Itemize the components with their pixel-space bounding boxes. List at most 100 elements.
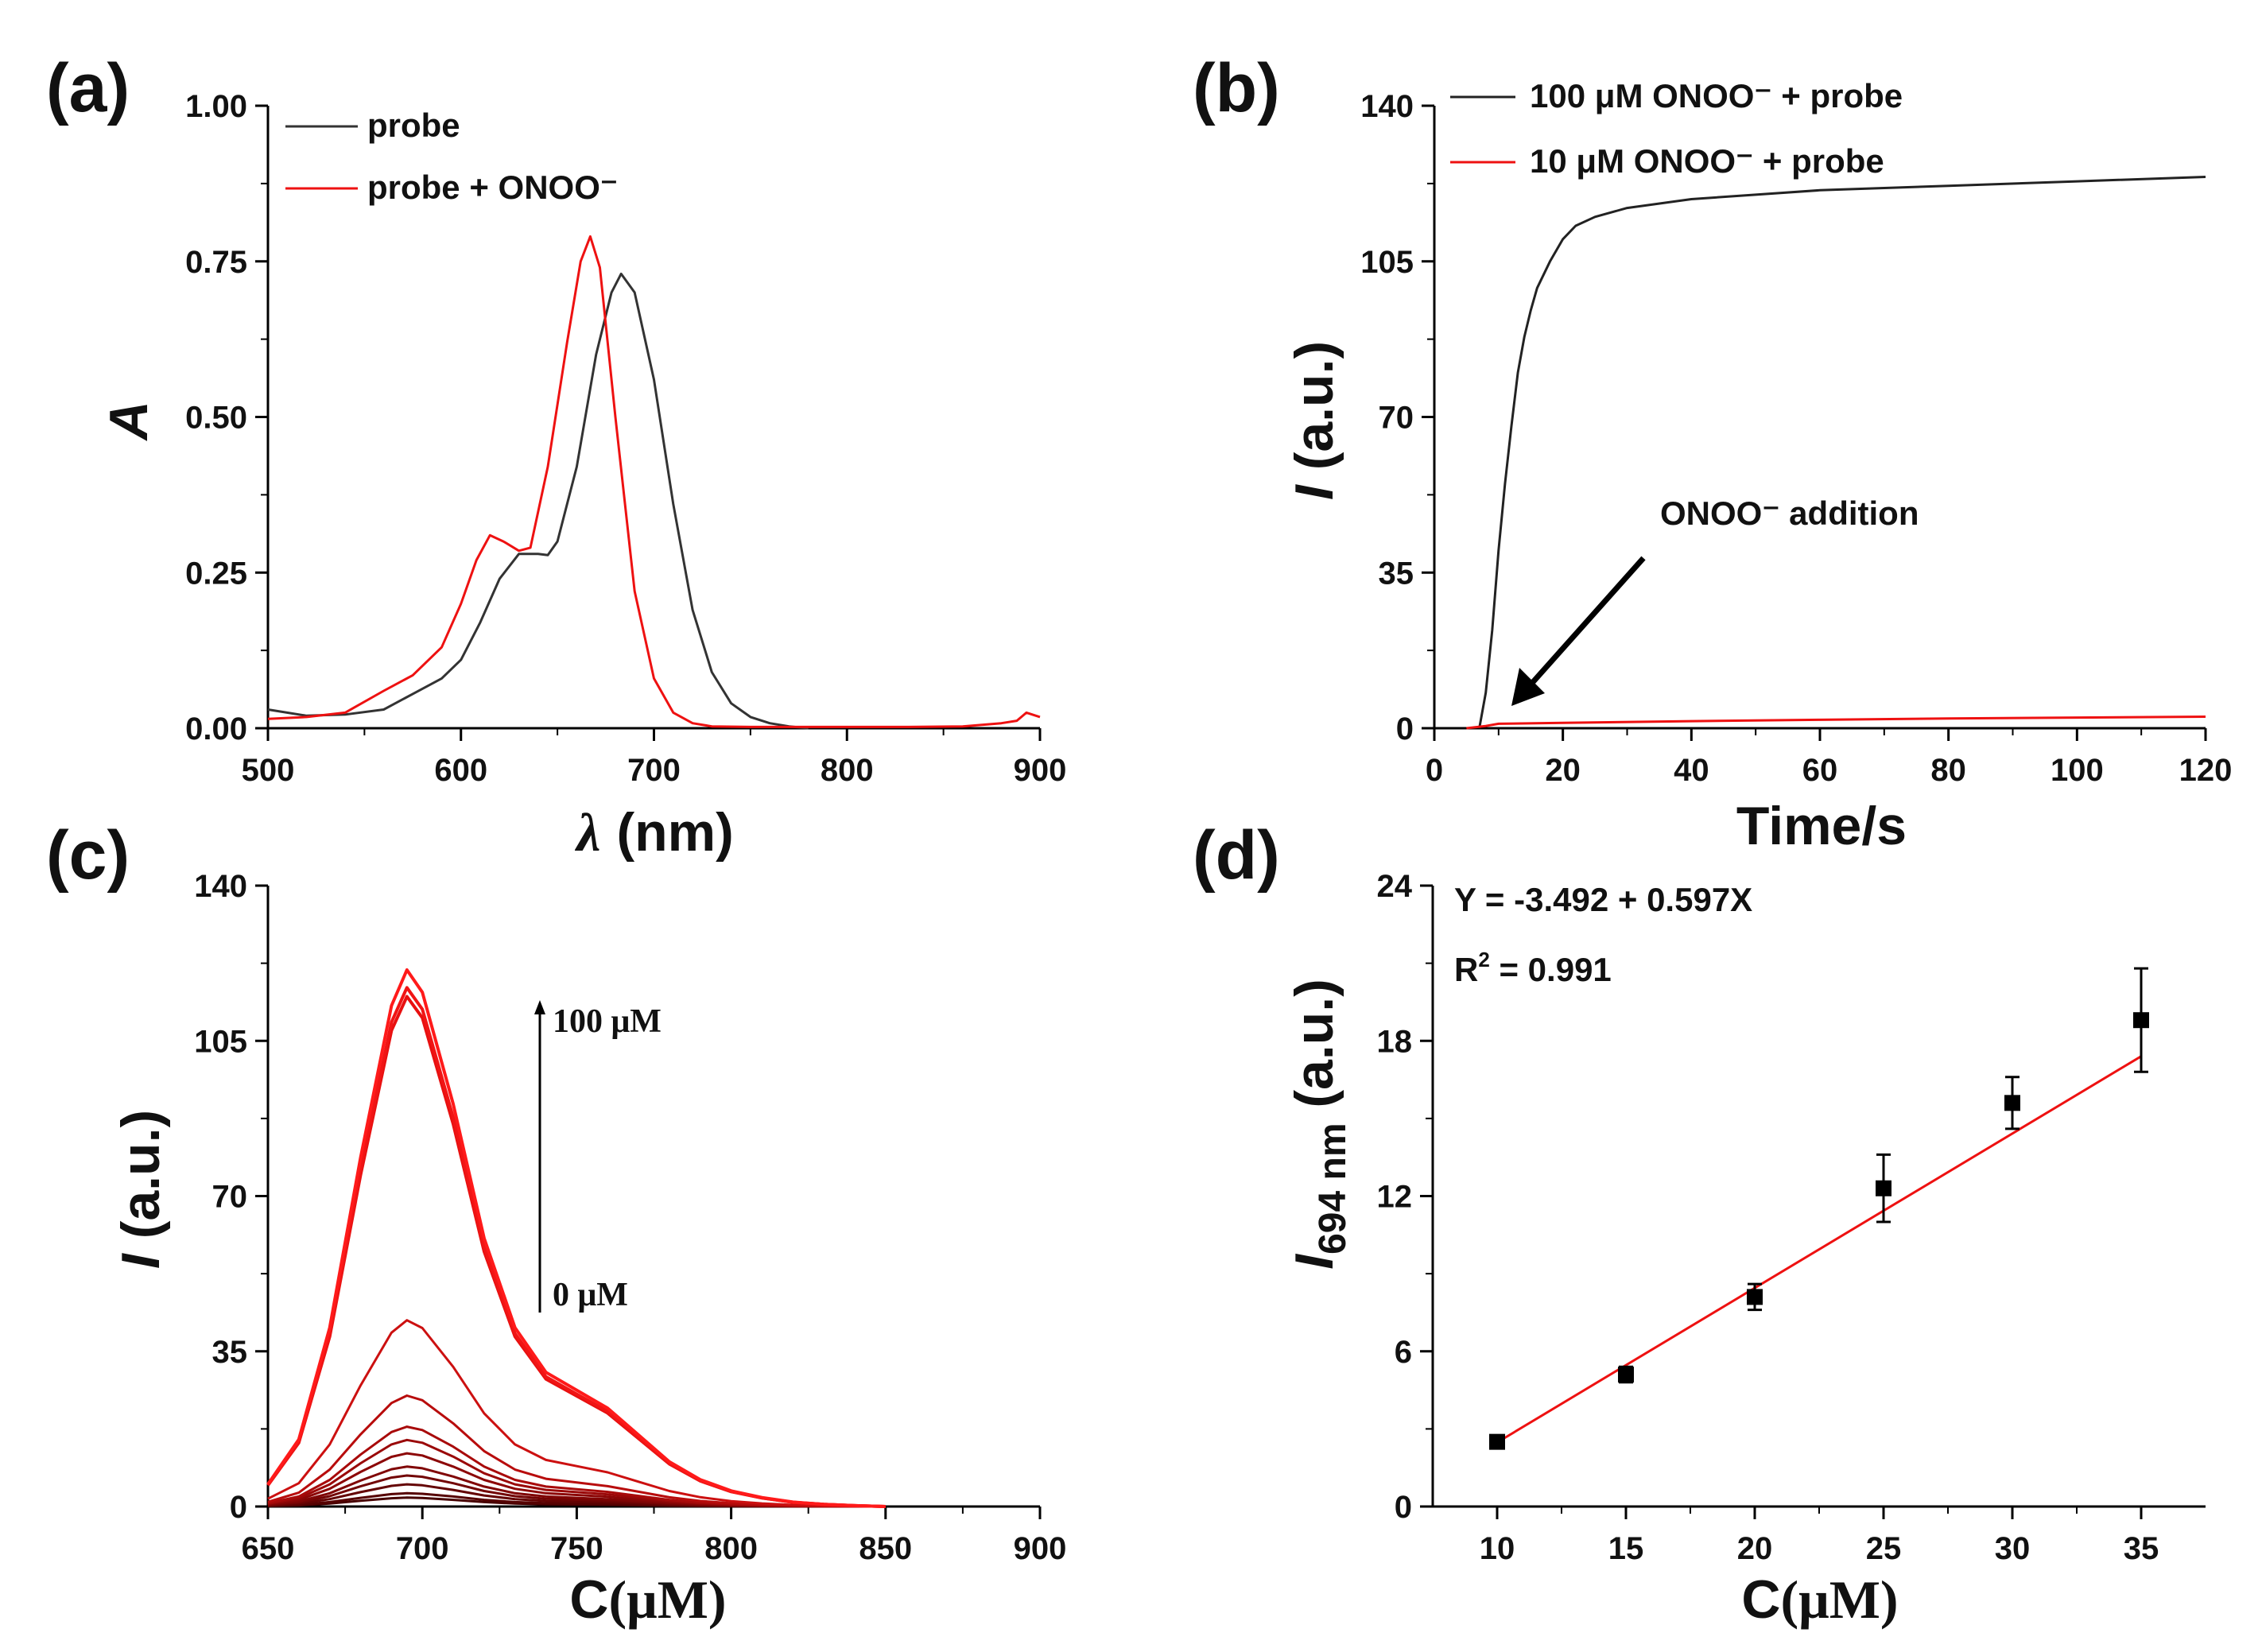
d-x-tick-label: 15	[1608, 1531, 1644, 1566]
d-x-tick-label: 20	[1737, 1531, 1773, 1566]
c-scale-bottom: 0 μM	[553, 1277, 628, 1313]
a-legend: probe probe + ONOO⁻	[285, 107, 618, 206]
c-y-tick-label: 70	[212, 1180, 248, 1215]
c-ylabel-rest: (a.u.)	[111, 1110, 171, 1254]
b-legend-100: 100 μM ONOO⁻ + probe	[1530, 77, 1903, 114]
c-spectrum-line	[266, 986, 886, 1508]
panel-label-a: (a)	[46, 50, 130, 126]
b-legend: 100 μM ONOO⁻ + probe 10 μM ONOO⁻ + probe	[1450, 77, 1903, 180]
d-ylabel: I694 nm (a.u.)	[1284, 979, 1354, 1270]
d-xlabel-unit: (μM)	[1781, 1569, 1899, 1630]
d-y-tick-label: 24	[1377, 869, 1413, 904]
c-scale-top: 100 μM	[553, 1003, 662, 1040]
d-ylabel-sub: 694 nm	[1312, 1123, 1354, 1255]
c-x-tick-label: 800	[704, 1531, 758, 1566]
c-ylabel: I (a.u.)	[111, 1110, 171, 1269]
d-x-tick-label: 30	[1995, 1531, 2031, 1566]
b-y-tick-label: 35	[1379, 556, 1414, 591]
panel-a-plot: 500 600 700 800 900 0.00 0.25 0.50 0.75 1.00	[185, 89, 1066, 788]
a-y-tick-label: 1.00	[185, 89, 247, 124]
b-y-tick-label: 70	[1379, 401, 1414, 436]
a-x-tick-label: 500	[242, 753, 295, 788]
c-x-tick-label: 700	[396, 1531, 449, 1566]
panel-d-plot: 10 15 20 25 30 35 0 6 12 18 24	[1377, 869, 2206, 1566]
b-legend-10: 10 μM ONOO⁻ + probe	[1530, 142, 1884, 180]
b-x-tick-label: 80	[1930, 753, 1966, 788]
c-x-tick-label: 650	[242, 1531, 295, 1566]
d-data-point	[1876, 1180, 1891, 1196]
d-y-tick-label: 6	[1395, 1335, 1412, 1370]
a-xlabel: λ (nm)	[574, 802, 733, 863]
d-ylabel-rest: (a.u.)	[1284, 979, 1344, 1123]
a-ylabel: A	[99, 401, 159, 441]
d-y-tick-label: 0	[1395, 1490, 1412, 1525]
b-x-tick-label: 0	[1426, 753, 1443, 788]
a-xlabel-symbol: λ	[574, 802, 600, 863]
b-x-tick-label: 60	[1802, 753, 1838, 788]
a-xlabel-unit: (nm)	[616, 802, 733, 863]
panel-label-b: (b)	[1193, 50, 1280, 126]
d-r2: R2 = 0.991	[1454, 948, 1612, 988]
d-y-tick-label: 18	[1377, 1024, 1413, 1059]
c-x-tick-label: 750	[550, 1531, 603, 1566]
d-fit-line	[1496, 1055, 2142, 1444]
d-data-point	[1489, 1433, 1505, 1450]
c-xlabel-unit: (μM)	[609, 1569, 727, 1630]
b-y-tick-label: 105	[1360, 245, 1414, 280]
d-xlabel-main: C	[1741, 1569, 1780, 1630]
panel-label-d: (d)	[1193, 817, 1280, 894]
a-legend-probe: probe	[367, 107, 460, 144]
b-ylabel-italic: I	[1284, 483, 1344, 500]
b-ylabel: I (a.u.)	[1284, 341, 1344, 500]
b-xlabel: Time/s	[1736, 796, 1907, 856]
b-x-tick-label: 20	[1545, 753, 1581, 788]
b-annotation-arrow	[1523, 556, 1646, 692]
c-y-tick-label: 140	[194, 869, 247, 904]
d-data-point	[2133, 1012, 2149, 1029]
d-r2-label: R	[1454, 951, 1478, 988]
c-y-tick-label: 0	[230, 1490, 247, 1525]
c-xlabel-main: C	[569, 1569, 608, 1630]
a-x-tick-label: 800	[821, 753, 874, 788]
panel-label-c: (c)	[46, 817, 130, 894]
b-series-line-1	[1466, 715, 2206, 730]
d-r2-value: = 0.991	[1490, 951, 1612, 988]
a-y-tick-label: 0.25	[185, 556, 247, 591]
panel-c-plot: 650 700 750 800 850 900 0 35 70 105 140	[194, 869, 1066, 1566]
d-x-tick-label: 25	[1866, 1531, 1902, 1566]
c-x-tick-label: 850	[859, 1531, 912, 1566]
a-y-tick-label: 0.00	[185, 712, 247, 747]
d-data-point	[1747, 1289, 1763, 1305]
a-x-tick-label: 700	[627, 753, 681, 788]
c-ylabel-italic: I	[111, 1252, 171, 1269]
d-y-tick-label: 12	[1377, 1180, 1413, 1215]
a-legend-onoo: probe + ONOO⁻	[367, 169, 618, 206]
c-spectrum-line	[266, 968, 886, 1508]
b-x-tick-label: 120	[2179, 753, 2233, 788]
b-y-tick-label: 140	[1360, 89, 1414, 124]
d-x-tick-label: 10	[1480, 1531, 1515, 1566]
d-equation: Y = -3.492 + 0.597X	[1454, 881, 1752, 918]
b-x-tick-label: 40	[1674, 753, 1709, 788]
c-scale-arrow-icon	[534, 1000, 545, 1014]
d-data-point	[2004, 1095, 2020, 1111]
b-x-tick-label: 100	[2051, 753, 2104, 788]
c-y-tick-label: 105	[194, 1024, 247, 1059]
d-x-tick-label: 35	[2124, 1531, 2159, 1566]
b-y-tick-label: 0	[1396, 712, 1414, 747]
a-x-tick-label: 600	[434, 753, 487, 788]
c-y-tick-label: 35	[212, 1335, 248, 1370]
a-series-line-0	[267, 272, 809, 730]
c-spectrum-line	[266, 995, 886, 1508]
d-data-point	[1618, 1367, 1634, 1383]
b-series-line-0	[1478, 176, 2206, 729]
panel-b-plot: 0 20 40 60 80 100 120 0 35 70 105 140	[1360, 89, 2232, 788]
c-spectrum-line	[267, 1319, 886, 1508]
c-xlabel: C(μM)	[569, 1569, 726, 1630]
c-scale-bar: 100 μM 0 μM	[534, 1000, 662, 1313]
b-annotation: ONOO⁻ addition	[1660, 494, 1919, 532]
a-series-line-1	[267, 235, 1041, 728]
d-r2-sup: 2	[1478, 948, 1489, 971]
a-x-tick-label: 900	[1014, 753, 1067, 788]
